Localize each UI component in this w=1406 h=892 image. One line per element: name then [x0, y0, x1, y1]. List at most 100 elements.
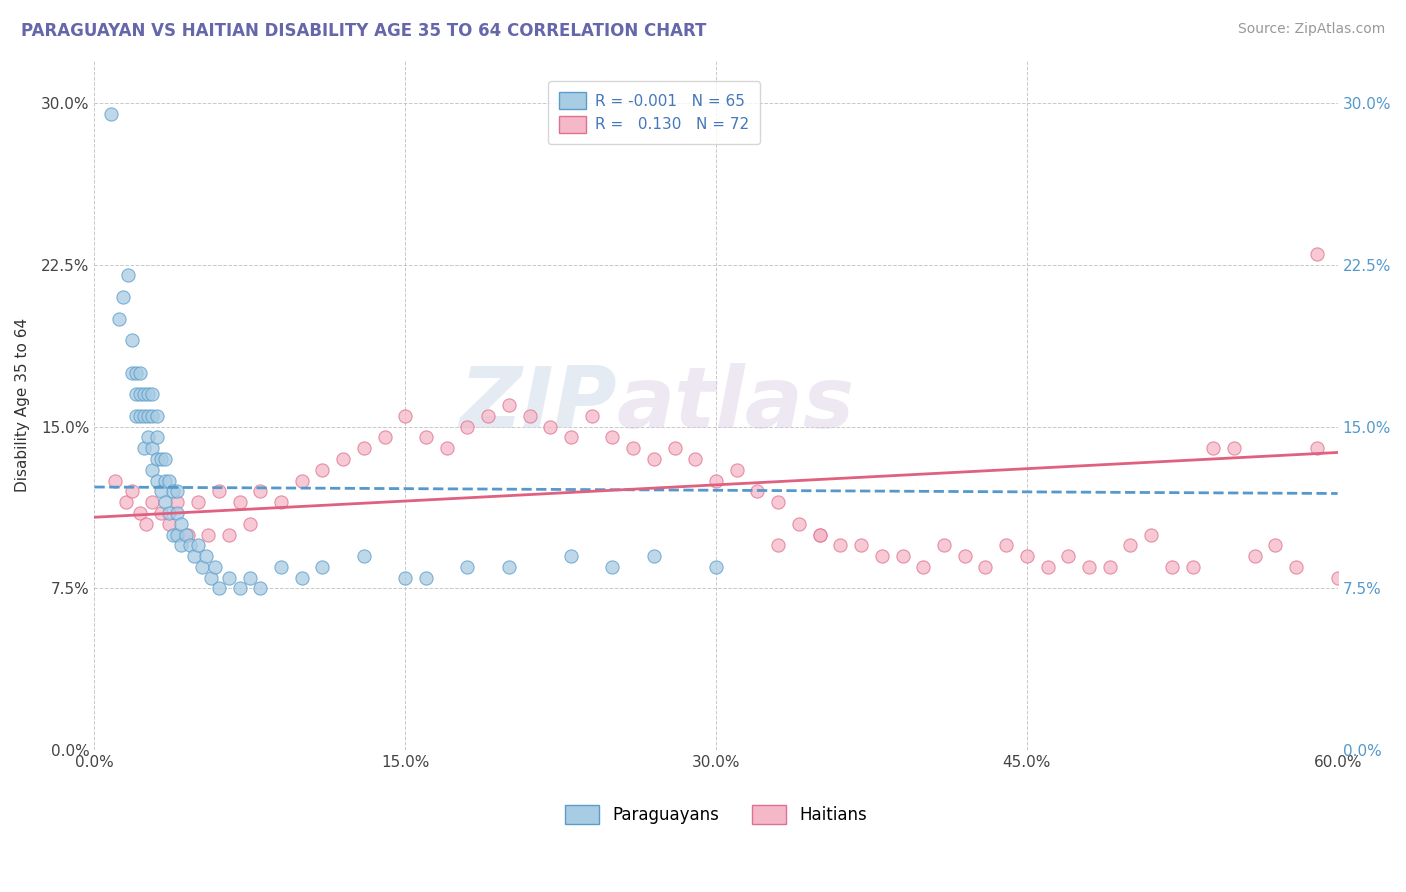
- Point: [747, 484, 769, 499]
- Point: [270, 495, 292, 509]
- Point: [270, 560, 292, 574]
- Point: [353, 441, 375, 455]
- Point: [332, 452, 354, 467]
- Point: [138, 387, 160, 401]
- Point: [849, 538, 872, 552]
- Point: [204, 560, 226, 574]
- Y-axis label: Disability Age 35 to 64: Disability Age 35 to 64: [15, 318, 30, 492]
- Text: PARAGUAYAN VS HAITIAN DISABILITY AGE 35 TO 64 CORRELATION CHART: PARAGUAYAN VS HAITIAN DISABILITY AGE 35 …: [21, 22, 706, 40]
- Point: [311, 463, 333, 477]
- Text: ZIP: ZIP: [458, 363, 617, 447]
- Point: [830, 538, 852, 552]
- Point: [1202, 441, 1225, 455]
- Point: [177, 527, 200, 541]
- Point: [121, 484, 143, 499]
- Point: [353, 549, 375, 563]
- Point: [114, 495, 136, 509]
- Point: [1015, 549, 1038, 563]
- Point: [808, 527, 831, 541]
- Point: [974, 560, 997, 574]
- Point: [179, 538, 201, 552]
- Point: [174, 527, 197, 541]
- Point: [1264, 538, 1286, 552]
- Point: [1306, 441, 1329, 455]
- Point: [166, 506, 188, 520]
- Point: [104, 474, 127, 488]
- Point: [1306, 247, 1329, 261]
- Point: [1036, 560, 1059, 574]
- Point: [134, 441, 156, 455]
- Point: [456, 560, 478, 574]
- Point: [498, 560, 520, 574]
- Legend: Paraguayans, Haitians: Paraguayans, Haitians: [557, 797, 875, 832]
- Point: [149, 484, 172, 499]
- Point: [170, 538, 193, 552]
- Point: [311, 560, 333, 574]
- Point: [208, 484, 231, 499]
- Point: [1160, 560, 1182, 574]
- Point: [157, 474, 180, 488]
- Point: [1181, 560, 1204, 574]
- Point: [560, 549, 582, 563]
- Point: [415, 430, 437, 444]
- Point: [187, 495, 209, 509]
- Point: [1078, 560, 1101, 574]
- Point: [581, 409, 603, 423]
- Point: [621, 441, 644, 455]
- Point: [394, 571, 416, 585]
- Point: [643, 549, 665, 563]
- Point: [1285, 560, 1308, 574]
- Point: [187, 538, 209, 552]
- Point: [162, 484, 184, 499]
- Point: [157, 516, 180, 531]
- Point: [477, 409, 499, 423]
- Point: [602, 560, 624, 574]
- Point: [1057, 549, 1080, 563]
- Point: [766, 495, 789, 509]
- Point: [112, 290, 135, 304]
- Point: [912, 560, 935, 574]
- Point: [117, 268, 139, 283]
- Point: [149, 452, 172, 467]
- Point: [200, 571, 222, 585]
- Point: [538, 419, 561, 434]
- Point: [166, 484, 188, 499]
- Point: [249, 582, 271, 596]
- Point: [141, 495, 163, 509]
- Point: [125, 366, 148, 380]
- Point: [195, 549, 218, 563]
- Point: [1326, 571, 1348, 585]
- Point: [121, 366, 143, 380]
- Point: [153, 452, 176, 467]
- Point: [291, 474, 314, 488]
- Point: [100, 106, 122, 120]
- Text: Source: ZipAtlas.com: Source: ZipAtlas.com: [1237, 22, 1385, 37]
- Point: [141, 463, 163, 477]
- Point: [664, 441, 686, 455]
- Point: [374, 430, 396, 444]
- Point: [129, 506, 152, 520]
- Point: [704, 474, 727, 488]
- Point: [141, 441, 163, 455]
- Point: [291, 571, 314, 585]
- Point: [138, 430, 160, 444]
- Point: [121, 333, 143, 347]
- Point: [228, 495, 250, 509]
- Point: [1140, 527, 1163, 541]
- Point: [153, 474, 176, 488]
- Point: [197, 527, 219, 541]
- Point: [157, 506, 180, 520]
- Point: [725, 463, 748, 477]
- Point: [239, 516, 262, 531]
- Point: [1223, 441, 1246, 455]
- Point: [560, 430, 582, 444]
- Point: [145, 452, 167, 467]
- Point: [704, 560, 727, 574]
- Point: [932, 538, 955, 552]
- Point: [145, 430, 167, 444]
- Point: [108, 311, 131, 326]
- Point: [162, 527, 184, 541]
- Point: [134, 409, 156, 423]
- Point: [218, 571, 240, 585]
- Point: [166, 527, 188, 541]
